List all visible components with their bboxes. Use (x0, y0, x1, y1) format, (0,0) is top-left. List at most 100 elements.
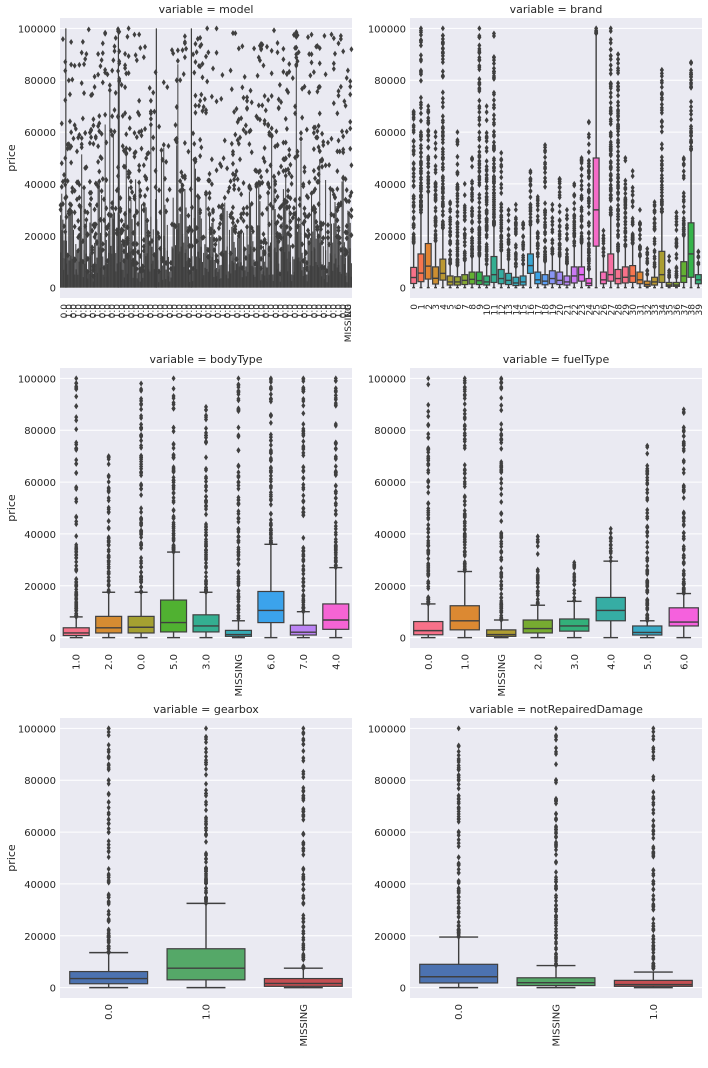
outlier-point (462, 520, 467, 527)
outlier-point (499, 246, 504, 253)
box-iqr (276, 269, 279, 288)
outlier-point (455, 213, 460, 220)
outlier-point (333, 453, 338, 460)
outlier-point (477, 182, 482, 189)
facet-panel-2: variable = brand020000400006000080000100… (368, 3, 705, 315)
x-tick-label: 1.0 (296, 304, 306, 319)
outlier-point (186, 148, 191, 155)
outlier-point (557, 175, 562, 182)
y-tick-label: 40000 (24, 530, 56, 541)
outlier-point (321, 142, 326, 149)
outlier-point (440, 177, 445, 184)
outlier-point (260, 41, 265, 48)
outlier-point (268, 431, 273, 438)
outlier-point (281, 56, 286, 63)
box-iqr (119, 262, 121, 288)
outlier-point (491, 128, 496, 135)
outlier-point (74, 592, 79, 599)
outlier-point (85, 231, 90, 238)
box-2.0 (95, 453, 123, 639)
box-iqr (309, 265, 311, 288)
outlier-point (107, 87, 112, 94)
box-1.0 (62, 375, 90, 639)
x-tick-label: 1.0 (123, 304, 133, 319)
outlier-point (209, 156, 214, 163)
box-iqr (166, 250, 168, 288)
box-iqr (77, 274, 79, 288)
outlier-point (209, 93, 214, 100)
box-16 (526, 167, 534, 289)
outlier-point (462, 401, 467, 408)
outlier-point (681, 545, 686, 552)
outlier-point (103, 111, 108, 118)
outlier-point (418, 192, 423, 199)
outlier-point (689, 76, 694, 83)
outlier-point (333, 564, 338, 571)
outlier-point (257, 193, 262, 200)
outlier-point (689, 139, 694, 146)
outlier-point (411, 238, 416, 245)
outlier-point (608, 177, 613, 184)
outlier-point (418, 169, 423, 176)
outlier-point (77, 61, 82, 68)
outlier-point (506, 225, 511, 232)
outlier-point (98, 63, 103, 70)
box-5.0 (632, 442, 663, 639)
box-22 (570, 180, 578, 289)
box-iqr (632, 625, 663, 636)
box-iqr (242, 265, 245, 288)
outlier-point (232, 186, 237, 193)
outlier-point (124, 145, 129, 152)
facet-panel-1: variable = model020000400006000080000100… (5, 3, 354, 342)
outlier-point (462, 388, 467, 395)
outlier-point (462, 395, 467, 402)
box-iqr (330, 255, 333, 288)
box-iqr (275, 252, 277, 288)
outlier-point (455, 190, 460, 197)
outlier-point (418, 145, 423, 152)
box-iqr (109, 214, 111, 288)
outlier-point (484, 261, 489, 268)
outlier-point (630, 203, 635, 210)
outlier-point (608, 62, 613, 69)
outlier-point (213, 241, 218, 248)
box-iqr (158, 282, 160, 288)
box-iqr (90, 255, 92, 288)
outlier-point (92, 73, 97, 80)
outlier-point (307, 51, 312, 58)
outlier-point (317, 45, 322, 52)
box-iqr (94, 262, 96, 288)
outlier-point (448, 260, 453, 267)
outlier-point (564, 236, 569, 243)
outlier-point (470, 185, 475, 192)
outlier-point (329, 31, 334, 38)
box-iqr (115, 271, 117, 288)
outlier-point (236, 560, 241, 567)
outlier-point (470, 211, 475, 218)
outlier-point (506, 256, 511, 263)
box-iqr (129, 251, 131, 288)
outlier-point (484, 166, 489, 173)
box-iqr (153, 269, 155, 288)
outlier-point (240, 84, 245, 91)
outlier-point (462, 217, 467, 224)
outlier-point (336, 137, 341, 144)
outlier-point (433, 223, 438, 230)
outlier-point (696, 248, 701, 255)
box-iqr (292, 275, 294, 288)
outlier-point (77, 194, 82, 201)
outlier-point (230, 219, 235, 226)
outlier-point (268, 472, 273, 479)
outlier-point (214, 98, 219, 105)
outlier-point (681, 529, 686, 536)
outlier-point (178, 77, 183, 84)
outlier-point (236, 395, 241, 402)
outlier-point (637, 226, 642, 233)
box-iqr (262, 271, 265, 288)
outlier-point (623, 233, 628, 240)
x-tick-label: 7 (461, 304, 471, 310)
box-iqr (293, 271, 295, 288)
outlier-point (211, 209, 216, 216)
x-tick-label: 1.0 (113, 304, 123, 319)
outlier-point (689, 59, 694, 66)
